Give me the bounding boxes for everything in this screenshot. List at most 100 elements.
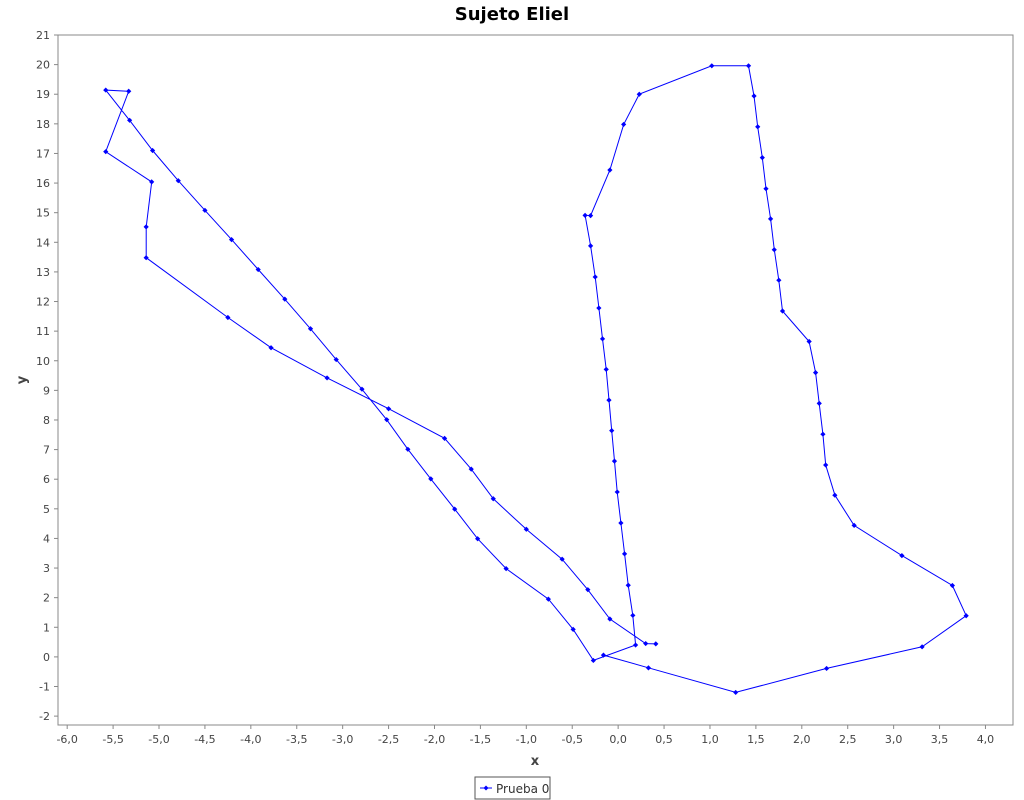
- data-point: [452, 506, 458, 512]
- data-point: [632, 642, 639, 648]
- y-tick-label: 10: [36, 355, 50, 368]
- data-point: [545, 596, 551, 602]
- data-point: [359, 386, 365, 392]
- data-point: [599, 336, 606, 342]
- data-point: [127, 117, 133, 123]
- data-point: [603, 366, 609, 372]
- data-point: [606, 397, 612, 403]
- x-tick-label: -4,0: [240, 733, 261, 746]
- data-point: [255, 266, 261, 273]
- series-line: [104, 65, 967, 693]
- y-tick-label: 9: [43, 384, 50, 397]
- legend-label: Prueba 0: [496, 782, 549, 796]
- x-tick-label: -5,0: [148, 733, 169, 746]
- x-tick-label: 0,5: [655, 733, 673, 746]
- data-point: [609, 428, 615, 434]
- data-point: [759, 155, 765, 161]
- data-point: [475, 536, 481, 542]
- data-point: [806, 338, 812, 345]
- y-tick-label: 18: [36, 118, 50, 131]
- x-tick-label: 3,5: [931, 733, 949, 746]
- y-tick-label: 7: [43, 444, 50, 457]
- data-point: [755, 124, 761, 130]
- y-tick-label: 21: [36, 29, 50, 42]
- data-point: [614, 489, 620, 495]
- y-tick-label: 2: [43, 592, 50, 605]
- y-tick-label: 1: [43, 621, 50, 634]
- data-point: [149, 179, 155, 185]
- data-point: [600, 652, 607, 658]
- y-tick-label: 20: [36, 59, 50, 72]
- data-point: [832, 492, 838, 498]
- x-axis-label: x: [531, 754, 540, 769]
- x-tick-label: 2,5: [839, 733, 857, 746]
- data-point: [559, 556, 565, 562]
- x-tick-label: -1,5: [470, 733, 491, 746]
- x-tick-label: -0,5: [561, 733, 582, 746]
- legend: Prueba 0: [474, 776, 551, 800]
- y-tick-label: 6: [43, 473, 50, 486]
- data-point: [607, 616, 613, 622]
- data-point: [812, 369, 819, 376]
- legend-marker: [483, 785, 489, 791]
- data-point: [149, 147, 156, 154]
- legend-box: [474, 776, 551, 800]
- data-point: [611, 458, 618, 464]
- data-point: [324, 375, 330, 381]
- data-point: [570, 626, 576, 632]
- series-group: [103, 63, 969, 696]
- data-point: [103, 87, 109, 93]
- data-point: [625, 582, 631, 588]
- data-point: [851, 522, 857, 529]
- data-point: [899, 553, 905, 559]
- data-point: [823, 665, 830, 672]
- x-tick-label: 3,0: [885, 733, 903, 746]
- data-point: [949, 582, 955, 589]
- x-tick-label: 0,0: [609, 733, 627, 746]
- x-tick-label: -2,5: [378, 733, 399, 746]
- data-point: [103, 149, 109, 155]
- x-tick-label: -3,0: [332, 733, 353, 746]
- x-tick-label: 1,0: [701, 733, 719, 746]
- data-point: [143, 224, 149, 230]
- data-point: [202, 207, 208, 213]
- data-point: [733, 689, 739, 696]
- x-tick-label: -6,0: [56, 733, 77, 746]
- y-tick-label: 19: [36, 88, 50, 101]
- data-point: [776, 277, 782, 283]
- data-point: [621, 551, 628, 557]
- data-point: [523, 526, 529, 532]
- data-point: [384, 417, 390, 423]
- data-point: [751, 93, 757, 99]
- data-point: [590, 657, 596, 664]
- data-point: [621, 121, 627, 128]
- y-tick-label: 16: [36, 177, 50, 190]
- data-point: [490, 496, 496, 502]
- data-point: [175, 178, 181, 184]
- x-tick-label: -5,5: [102, 733, 123, 746]
- data-point: [307, 326, 314, 332]
- data-point: [468, 466, 474, 472]
- x-tick-label: -3,5: [286, 733, 307, 746]
- data-point: [225, 314, 231, 321]
- data-point: [653, 641, 659, 647]
- data-point: [919, 644, 925, 650]
- data-point: [607, 167, 613, 173]
- data-point: [405, 446, 411, 452]
- data-point: [333, 356, 339, 363]
- data-point: [771, 247, 777, 253]
- data-point: [126, 88, 132, 94]
- y-tick-label: 5: [43, 503, 50, 516]
- data-point: [963, 613, 969, 619]
- y-tick-label: 3: [43, 562, 50, 575]
- data-point: [587, 213, 594, 219]
- x-tick-label: -2,0: [424, 733, 445, 746]
- chart-title: Sujeto Eliel: [455, 4, 569, 25]
- data-point: [503, 566, 509, 572]
- data-point: [636, 91, 642, 97]
- data-point: [585, 587, 591, 593]
- data-point: [763, 186, 769, 192]
- y-tick-label: 8: [43, 414, 50, 427]
- data-point: [823, 462, 829, 468]
